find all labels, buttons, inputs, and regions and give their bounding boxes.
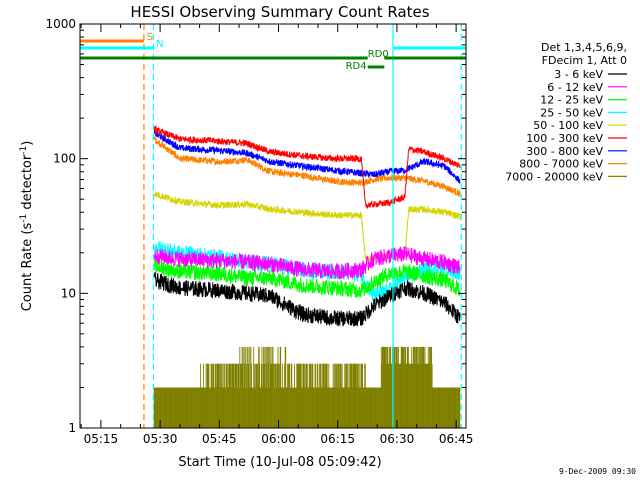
legend-label-3-6-kev: 3 - 6 keV — [554, 68, 603, 81]
legend-label-800-7000-kev: 800 - 7000 keV — [519, 158, 603, 171]
vertical-lines — [143, 24, 462, 428]
x-tick-label: 06:00 — [261, 432, 296, 446]
x-tick-label: 06:15 — [320, 432, 355, 446]
y-axis-label-sup2: -1 — [19, 146, 29, 155]
y-axis-label-part2: detector — [20, 154, 35, 214]
series-100-300-kev — [153, 124, 461, 209]
series-50-100-kev — [153, 191, 461, 263]
x-tick-label: 06:30 — [380, 432, 415, 446]
series-800-7000-kev — [153, 136, 461, 197]
legend-label-6-12-kev: 6 - 12 keV — [547, 81, 603, 94]
annotation-label-rd4: RD4 — [346, 61, 367, 72]
y-axis-label-part1: Count Rate (s — [20, 223, 35, 312]
series-300-800-kev — [153, 129, 461, 184]
legend-header-line1: Det 1,3,4,5,6,9, — [541, 41, 627, 54]
x-axis-label: Start Time (10-Jul-08 05:09:42) — [178, 455, 381, 470]
legend-label-7000-20000-kev: 7000 - 20000 keV — [505, 170, 603, 183]
series-layer — [153, 124, 461, 428]
series-7000-20000-kev — [153, 346, 461, 428]
x-tick-label: 05:15 — [84, 432, 119, 446]
legend-label-100-300-kev: 100 - 300 keV — [526, 132, 603, 145]
y-axis-label-part3: ) — [20, 141, 35, 146]
series-6-12-kev — [153, 245, 461, 281]
y-tick-label: 10 — [61, 286, 76, 300]
legend-label-300-800-kev: 300 - 800 keV — [526, 145, 603, 158]
y-tick-label: 100 — [53, 152, 76, 166]
chart-title: HESSI Observing Summary Count Rates — [130, 3, 429, 21]
annotation-label-n: N — [156, 39, 163, 50]
y-tick-label: 1 — [68, 421, 76, 435]
series-3-6-kev — [153, 272, 461, 327]
legend-header-line2: FDecim 1, Att 0 — [542, 54, 627, 67]
x-tick-label: 06:45 — [439, 432, 474, 446]
y-tick-label: 1000 — [45, 17, 76, 31]
legend-label-50-100-kev: 50 - 100 keV — [533, 119, 603, 132]
axis-ticks: 05:15 05:30 05:45 06:00 06:15 06:30 06:45 1 10 10… — [45, 17, 473, 446]
plot-frame — [79, 23, 467, 429]
annotation-label-s: S — [147, 32, 153, 43]
annotation-label-rd0: RD0 — [368, 49, 389, 60]
legend-label-25-50-kev: 25 - 50 keV — [540, 106, 603, 119]
x-tick-label: 05:45 — [202, 432, 237, 446]
y-axis-label: Count Rate (s-1 detector-1) — [19, 141, 35, 312]
y-axis-label-sup1: -1 — [19, 214, 29, 223]
legend-label-12-25-kev: 12 - 25 keV — [540, 94, 603, 107]
x-tick-label: 05:30 — [143, 432, 178, 446]
series-12-25-kev — [153, 257, 461, 298]
footer-timestamp: 9-Dec-2009 09:30 — [559, 467, 636, 476]
